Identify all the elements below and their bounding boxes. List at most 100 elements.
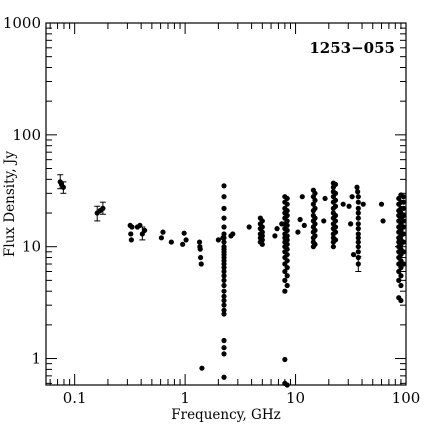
data-point: [400, 239, 407, 245]
data-point: [259, 224, 265, 230]
data-point: [355, 261, 361, 267]
data-point: [332, 229, 339, 235]
data-point: [350, 251, 357, 258]
data-point: [355, 244, 361, 250]
data-point: [330, 244, 336, 250]
data-point: [221, 261, 227, 267]
data-point: [400, 205, 407, 211]
data-point: [221, 205, 227, 211]
chart-title: 1253−055: [309, 39, 395, 57]
data-point: [221, 277, 227, 283]
data-point: [400, 194, 407, 200]
data-point: [221, 231, 227, 237]
data-point: [312, 197, 318, 203]
data-point: [380, 218, 386, 224]
data-point: [221, 282, 227, 289]
data-point: [284, 195, 290, 202]
data-point: [312, 233, 318, 239]
data-point: [221, 239, 227, 245]
data-point: [221, 265, 227, 271]
data-point: [312, 190, 318, 196]
data-point: [396, 268, 402, 275]
data-point: [312, 221, 318, 227]
data-point: [355, 189, 361, 195]
data-point: [284, 251, 290, 258]
data-point: [221, 235, 227, 241]
data-point: [310, 201, 316, 207]
data-point: [299, 194, 305, 200]
data-point: [360, 201, 366, 207]
data-point: [355, 235, 361, 241]
x-axis-label: Frequency, GHz: [171, 407, 280, 423]
data-point: [398, 265, 404, 271]
data-point: [168, 239, 174, 245]
data-point: [137, 222, 143, 229]
data-point: [332, 212, 339, 219]
data-point: [332, 181, 339, 188]
data-point: [60, 184, 66, 190]
y-tick-label: 100: [12, 126, 41, 144]
data-point: [215, 237, 221, 243]
data-point: [282, 288, 288, 294]
data-point: [221, 302, 227, 308]
data-point: [355, 226, 361, 232]
x-tick-label: 100: [392, 389, 421, 407]
x-tick-label: 1: [180, 389, 190, 407]
data-point: [355, 199, 361, 205]
data-point: [221, 307, 227, 313]
data-point: [284, 265, 290, 271]
data-point: [259, 218, 265, 224]
data-point: [340, 201, 346, 207]
data-point: [221, 293, 227, 299]
data-point: [230, 231, 236, 237]
data-point: [355, 254, 361, 261]
data-point: [355, 239, 361, 245]
y-tick-label: 1000: [3, 14, 41, 32]
data-point: [398, 297, 404, 304]
data-point: [197, 246, 203, 252]
data-point: [284, 241, 290, 247]
data-point: [321, 218, 327, 224]
data-point: [158, 235, 165, 241]
data-point: [221, 374, 227, 380]
data-point: [355, 205, 361, 211]
data-point: [400, 261, 407, 267]
data-point: [221, 183, 227, 189]
data-point: [332, 203, 339, 209]
data-point: [259, 237, 265, 243]
data-point: [221, 215, 227, 221]
x-tick-label: 10: [286, 389, 305, 407]
labels-layer: 0.1 1 10 100 1 10 100 1000: [3, 14, 421, 407]
data-point: [347, 221, 354, 227]
data-point: [355, 215, 361, 221]
data-point: [398, 273, 404, 279]
data-point: [284, 258, 290, 264]
data-point: [284, 233, 290, 239]
data-point: [221, 351, 227, 357]
data-point: [274, 226, 280, 232]
data-point: [398, 282, 404, 289]
data-point: [284, 212, 290, 219]
data-point: [128, 237, 134, 243]
data-point: [284, 201, 290, 207]
data-point: [322, 195, 328, 202]
data-point: [221, 194, 227, 200]
data-point: [100, 205, 106, 211]
x-tick-label: 0.1: [63, 389, 87, 407]
data-point: [301, 222, 307, 229]
data-point: [349, 194, 355, 200]
data-point: [221, 224, 227, 230]
data-point: [400, 231, 407, 237]
data-point: [312, 205, 318, 211]
data-point: [221, 345, 227, 351]
data-point: [282, 268, 288, 275]
data-point: [355, 194, 361, 200]
data-point: [282, 277, 288, 283]
data-point: [312, 241, 318, 247]
data-point: [284, 218, 290, 224]
data-point: [332, 224, 339, 230]
data-point: [128, 231, 134, 237]
data-point: [354, 184, 360, 190]
data-point: [142, 227, 148, 233]
